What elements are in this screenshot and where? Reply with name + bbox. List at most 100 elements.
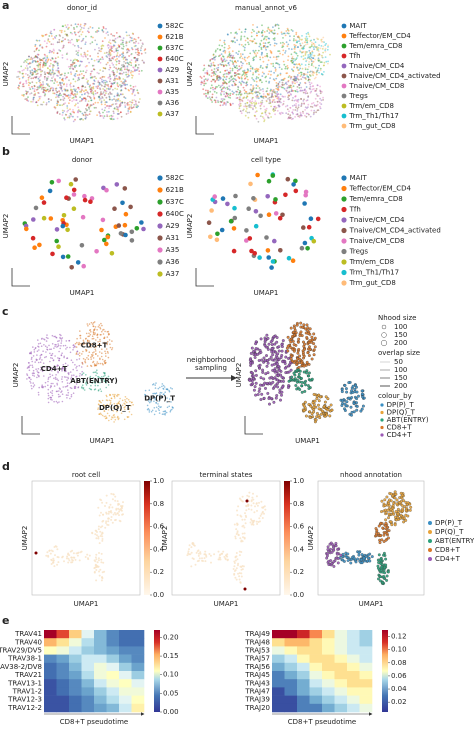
cell-dot bbox=[227, 87, 230, 90]
cell-dot bbox=[59, 74, 62, 76]
colorbar bbox=[144, 481, 150, 595]
cell-dot bbox=[48, 40, 51, 43]
cell-dot bbox=[106, 104, 109, 107]
cell-dot bbox=[262, 42, 265, 44]
cell-dot bbox=[288, 90, 291, 93]
cell-dot bbox=[126, 416, 129, 418]
cell-dot bbox=[42, 91, 45, 94]
legend-label: 640C bbox=[166, 210, 184, 218]
cell-dot bbox=[100, 97, 102, 100]
cell-dot bbox=[65, 26, 68, 29]
cell-dot bbox=[291, 339, 295, 343]
cell-dot bbox=[243, 518, 246, 521]
cell-dot bbox=[305, 32, 308, 35]
cell-dot bbox=[259, 520, 261, 523]
cell-dot bbox=[220, 552, 223, 555]
cell-dot bbox=[306, 71, 309, 74]
cell-dot bbox=[80, 73, 83, 75]
cell-dot bbox=[108, 51, 111, 53]
cell-dot bbox=[280, 393, 283, 397]
cell-dot bbox=[122, 186, 128, 191]
cell-dot bbox=[122, 93, 124, 96]
cell-dot bbox=[272, 109, 274, 111]
cell-dot bbox=[268, 102, 271, 105]
cell-dot bbox=[246, 494, 249, 497]
cell-dot bbox=[292, 61, 294, 64]
cell-dot bbox=[286, 344, 290, 348]
cell-dot bbox=[62, 46, 65, 49]
cell-dot bbox=[72, 361, 74, 364]
cell-dot bbox=[105, 394, 108, 397]
cell-dot bbox=[277, 50, 279, 52]
cell-dot bbox=[242, 108, 245, 111]
cell-dot bbox=[293, 51, 296, 54]
cell-dot bbox=[43, 71, 46, 74]
cell-dot bbox=[269, 43, 272, 46]
cell-dot bbox=[63, 88, 66, 91]
cell-dot bbox=[69, 96, 71, 99]
cell-dot bbox=[115, 49, 118, 52]
cell-dot bbox=[385, 495, 389, 499]
cell-dot bbox=[63, 355, 65, 358]
cell-dot bbox=[51, 392, 53, 395]
cell-dot bbox=[26, 69, 29, 71]
cell-dot bbox=[24, 67, 27, 69]
cell-dot bbox=[266, 63, 269, 66]
cell-dot bbox=[57, 70, 60, 73]
cell-dot bbox=[310, 58, 313, 61]
cell-dot bbox=[104, 330, 106, 333]
cell-dot bbox=[78, 364, 81, 367]
cell-dot bbox=[92, 86, 95, 88]
cell-dot bbox=[313, 38, 315, 41]
cell-dot bbox=[300, 86, 303, 89]
cell-dot bbox=[40, 345, 43, 348]
cell-dot bbox=[241, 532, 244, 535]
cell-dot bbox=[291, 57, 293, 60]
cell-dot bbox=[323, 64, 325, 67]
cell-dot bbox=[43, 78, 46, 80]
cell-dot bbox=[118, 62, 120, 65]
cell-dot bbox=[293, 78, 296, 81]
cell-dot bbox=[214, 55, 217, 58]
cell-dot bbox=[200, 81, 203, 84]
cell-dot bbox=[37, 66, 40, 68]
legend-swatch bbox=[341, 217, 347, 223]
cell-dot bbox=[230, 56, 233, 59]
cell-dot bbox=[103, 99, 106, 101]
cell-dot bbox=[234, 84, 236, 86]
cell-dot bbox=[124, 84, 126, 87]
cell-dot bbox=[92, 352, 94, 354]
cell-dot bbox=[287, 32, 290, 35]
cell-dot bbox=[101, 358, 104, 361]
cell-dot bbox=[171, 406, 174, 408]
cell-dot bbox=[157, 387, 160, 390]
cell-dot bbox=[316, 69, 319, 72]
cell-dot bbox=[237, 85, 239, 88]
cell-dot bbox=[84, 114, 87, 117]
cell-dot bbox=[291, 55, 294, 58]
cell-dot bbox=[105, 63, 108, 66]
cell-dot bbox=[108, 98, 111, 101]
cell-dot bbox=[101, 81, 104, 83]
cell-dot bbox=[239, 565, 242, 568]
cell-dot bbox=[299, 245, 305, 251]
cell-dot bbox=[255, 76, 258, 78]
cell-dot bbox=[288, 86, 290, 89]
cell-dot bbox=[279, 52, 281, 55]
cell-dot bbox=[122, 37, 125, 39]
cell-dot bbox=[291, 90, 294, 92]
cell-dot bbox=[257, 77, 260, 79]
cell-dot bbox=[291, 68, 293, 71]
cell-dot bbox=[383, 504, 387, 508]
cell-dot bbox=[119, 36, 122, 38]
cell-dot bbox=[301, 225, 306, 230]
axis-arrows bbox=[244, 416, 263, 435]
x-axis-label: UMAP1 bbox=[70, 137, 95, 145]
cell-dot bbox=[112, 393, 114, 396]
cell-dot bbox=[355, 408, 359, 412]
y-axis-label: UMAP2 bbox=[235, 363, 243, 388]
cell-dot bbox=[42, 34, 45, 37]
cell-dot bbox=[298, 369, 302, 373]
cell-dot bbox=[51, 71, 53, 74]
cell-dot bbox=[57, 340, 59, 343]
